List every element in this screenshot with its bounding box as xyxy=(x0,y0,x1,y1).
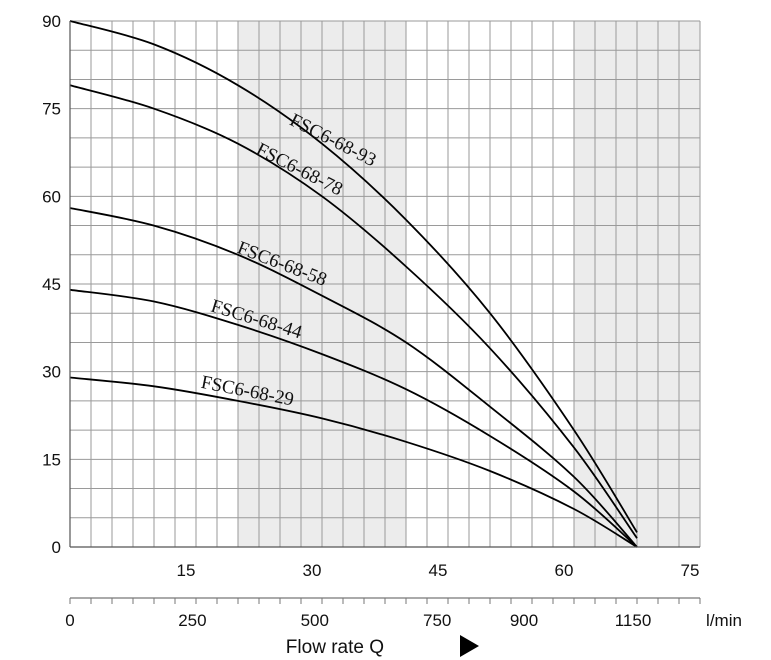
axes xyxy=(69,21,701,604)
y-tick-label: 0 xyxy=(52,538,61,557)
x-bottom-unit-label: l/min xyxy=(706,611,742,630)
play-arrow-icon xyxy=(460,635,479,657)
series-line-fsc6-68-44 xyxy=(69,288,638,548)
y-tick-label: 15 xyxy=(42,450,61,469)
x-top-tick-label: 60 xyxy=(555,561,574,580)
x-bottom-tick-label: 0 xyxy=(65,611,74,630)
y-tick-label: 30 xyxy=(42,363,61,382)
x-top-tick-label: 75 xyxy=(681,561,700,580)
x-axis-title: Flow rate Q xyxy=(286,637,384,658)
x-bottom-tick-label: 1150 xyxy=(615,611,652,630)
x-bottom-tick-label: 900 xyxy=(510,611,538,630)
series-line-fsc6-68-93 xyxy=(69,20,638,533)
series-line-fsc6-68-58 xyxy=(69,207,638,548)
x-bottom-tick-label: 500 xyxy=(301,611,329,630)
x-top-tick-label: 15 xyxy=(177,561,196,580)
y-tick-label: 45 xyxy=(42,275,61,294)
series-line-fsc6-68-78 xyxy=(69,84,638,539)
x-bottom-tick-label: 750 xyxy=(423,611,451,630)
y-tick-label: 60 xyxy=(42,187,61,206)
x-top-tick-label: 30 xyxy=(303,561,322,580)
series-line-fsc6-68-29 xyxy=(69,376,638,548)
y-tick-label: 75 xyxy=(42,100,61,119)
curves xyxy=(69,20,638,548)
x-bottom-tick-label: 250 xyxy=(178,611,206,630)
y-tick-label: 90 xyxy=(42,12,61,31)
x-top-tick-label: 45 xyxy=(429,561,448,580)
